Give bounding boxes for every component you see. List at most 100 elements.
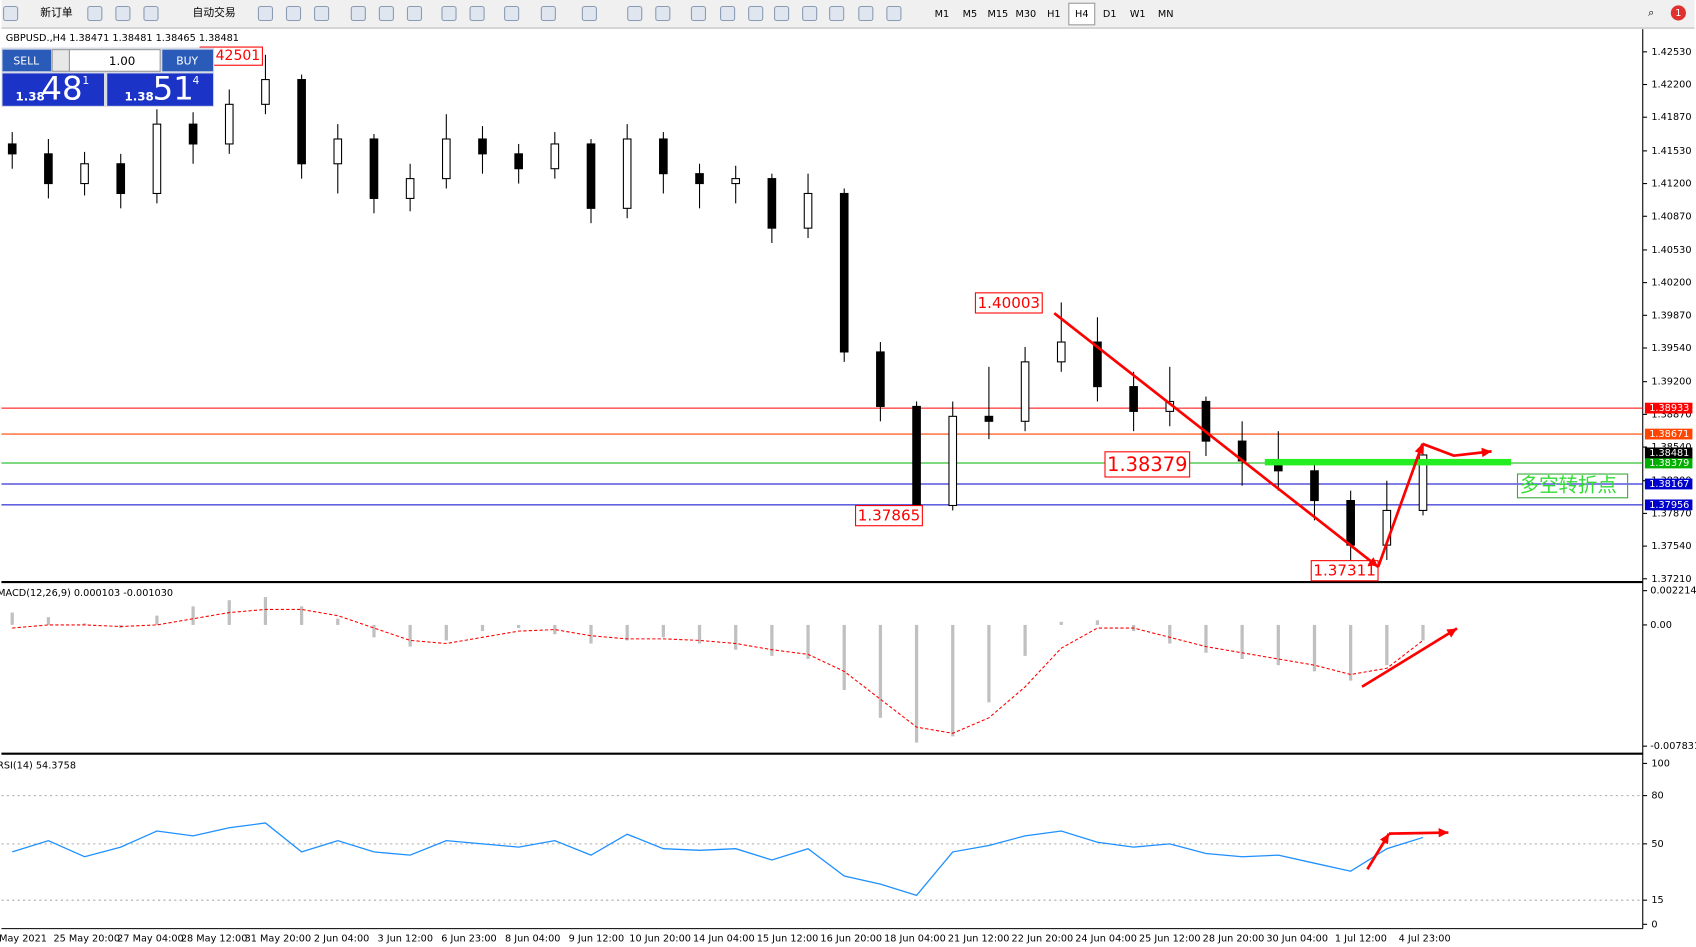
toolbar-icon[interactable] <box>350 5 366 22</box>
x-tick-label: 28 Jun 20:00 <box>1203 933 1265 944</box>
toolbar-icon[interactable] <box>627 5 643 22</box>
x-tick-label: 1 Jul 12:00 <box>1335 933 1387 944</box>
toolbar-icon[interactable] <box>720 5 736 22</box>
price-level-box <box>1644 457 1693 469</box>
toolbar-icon[interactable] <box>540 5 556 22</box>
toolbar-icon[interactable] <box>257 5 273 22</box>
toolbar-icon[interactable] <box>886 5 902 22</box>
candle-body <box>586 143 596 209</box>
y-tick-label: 1.37210 <box>1651 574 1691 585</box>
toolbar-icon[interactable] <box>441 5 457 22</box>
candle-body <box>695 173 704 185</box>
x-tick-label: 6 Jun 23:00 <box>441 933 496 944</box>
trend-arrow-head <box>1414 443 1424 455</box>
macd-bar <box>1385 624 1389 666</box>
macd-bar <box>517 624 521 629</box>
candle-body <box>1418 454 1428 511</box>
y-tick-label: 1.39200 <box>1651 377 1691 388</box>
macd-bar <box>82 623 87 625</box>
candle-body <box>1201 400 1211 442</box>
macd-bar <box>1023 624 1027 656</box>
indicator-title: RSI(14) 54.3758 <box>0 761 76 772</box>
rsi-arrow <box>1388 831 1449 835</box>
toolbar-icon[interactable] <box>406 5 423 22</box>
candle-body <box>116 163 126 195</box>
lot-spinner[interactable] <box>51 49 70 72</box>
lot-value[interactable]: 1.00 <box>109 54 135 68</box>
trend-arrow <box>1421 442 1492 458</box>
toolbar-icon[interactable] <box>581 5 597 22</box>
y-tick-label: 1.41530 <box>1651 146 1691 157</box>
new-order-button[interactable]: 新订单 <box>40 6 73 19</box>
toolbar-icon[interactable] <box>87 5 103 22</box>
toolbar-icon[interactable] <box>690 5 707 22</box>
toolbar-icon[interactable] <box>829 5 845 22</box>
price-level-box <box>1644 499 1693 511</box>
rsi-arrow-head <box>1438 828 1449 838</box>
buy-button[interactable] <box>162 49 214 72</box>
x-tick-label: 30 Jun 04:00 <box>1266 933 1328 944</box>
toolbar-icon[interactable] <box>802 5 818 22</box>
timeframe-button[interactable]: M15 <box>988 9 1009 20</box>
toolbar-icon[interactable] <box>774 5 790 22</box>
macd-bar <box>1204 624 1208 653</box>
price-level-box <box>1644 478 1693 490</box>
sell-label[interactable]: SELL <box>13 55 39 68</box>
notification-badge[interactable] <box>1670 5 1686 21</box>
candle-body <box>405 178 415 199</box>
price-annotation-box <box>974 292 1043 314</box>
candle-body <box>1310 470 1319 502</box>
candle-body <box>1056 341 1066 363</box>
lot-field[interactable] <box>68 49 161 72</box>
macd-bar <box>806 624 810 659</box>
macd-bar <box>10 612 14 625</box>
price-chart: GBPUSD.,H4 1.38471 1.38481 1.38465 1.384… <box>0 33 1696 945</box>
timeframe-button[interactable]: MN <box>1158 9 1174 20</box>
ask-digits: 51 <box>153 70 194 108</box>
x-tick-label: 9 Jun 12:00 <box>569 933 624 944</box>
toolbar-icon[interactable] <box>378 5 394 22</box>
toolbar-icon[interactable] <box>858 5 874 22</box>
toolbar-icon[interactable] <box>115 5 131 22</box>
buy-label[interactable]: BUY <box>176 55 198 68</box>
timeframe-button[interactable]: H1 <box>1047 9 1060 20</box>
candle-body <box>7 143 17 155</box>
x-tick-label: 27 May 04:00 <box>117 933 184 944</box>
trend-arrow <box>1376 443 1424 568</box>
timeframe-button[interactable]: H4 <box>1075 9 1088 20</box>
toolbar-icon[interactable] <box>504 5 520 22</box>
candle-body <box>731 178 741 185</box>
toolbar-icon[interactable] <box>3 5 19 22</box>
timeframe-button[interactable]: D1 <box>1103 9 1117 20</box>
support-band <box>1264 458 1512 466</box>
toolbar-icon[interactable] <box>469 5 485 22</box>
toolbar-icon[interactable] <box>748 5 764 22</box>
x-tick-label: 8 Jun 04:00 <box>505 933 560 944</box>
toolbar-icon[interactable] <box>314 5 330 22</box>
timeframe-button[interactable]: W1 <box>1130 9 1146 20</box>
candle-body <box>984 415 994 422</box>
bid-sup: 1 <box>82 74 89 87</box>
timeframe-button[interactable]: M30 <box>1015 9 1036 20</box>
toolbar-icon[interactable] <box>655 5 671 22</box>
search-icon[interactable]: ⌕ <box>1648 6 1654 19</box>
macd-bar <box>987 624 991 703</box>
sell-button[interactable] <box>2 49 52 72</box>
candle-body <box>1346 499 1355 546</box>
macd-bar <box>263 597 268 625</box>
toolbar-icon[interactable] <box>143 5 159 22</box>
price-level-label: 1.38379 <box>1649 458 1689 469</box>
macd-bar <box>1168 624 1172 644</box>
macd-bar <box>553 624 557 635</box>
timeframe-button[interactable]: M1 <box>935 9 950 20</box>
ask-box[interactable] <box>107 73 214 106</box>
x-tick-label: 24 Jun 04:00 <box>1075 933 1137 944</box>
bid-box[interactable] <box>2 73 105 106</box>
x-tick-label: 25 Jun 12:00 <box>1139 933 1201 944</box>
timeframe-button[interactable]: M5 <box>963 9 978 20</box>
macd-bar <box>770 624 774 656</box>
auto-trading-button[interactable]: 自动交易 <box>193 6 236 19</box>
pivot-note-box <box>1516 473 1629 499</box>
toolbar-icon[interactable] <box>285 5 302 22</box>
